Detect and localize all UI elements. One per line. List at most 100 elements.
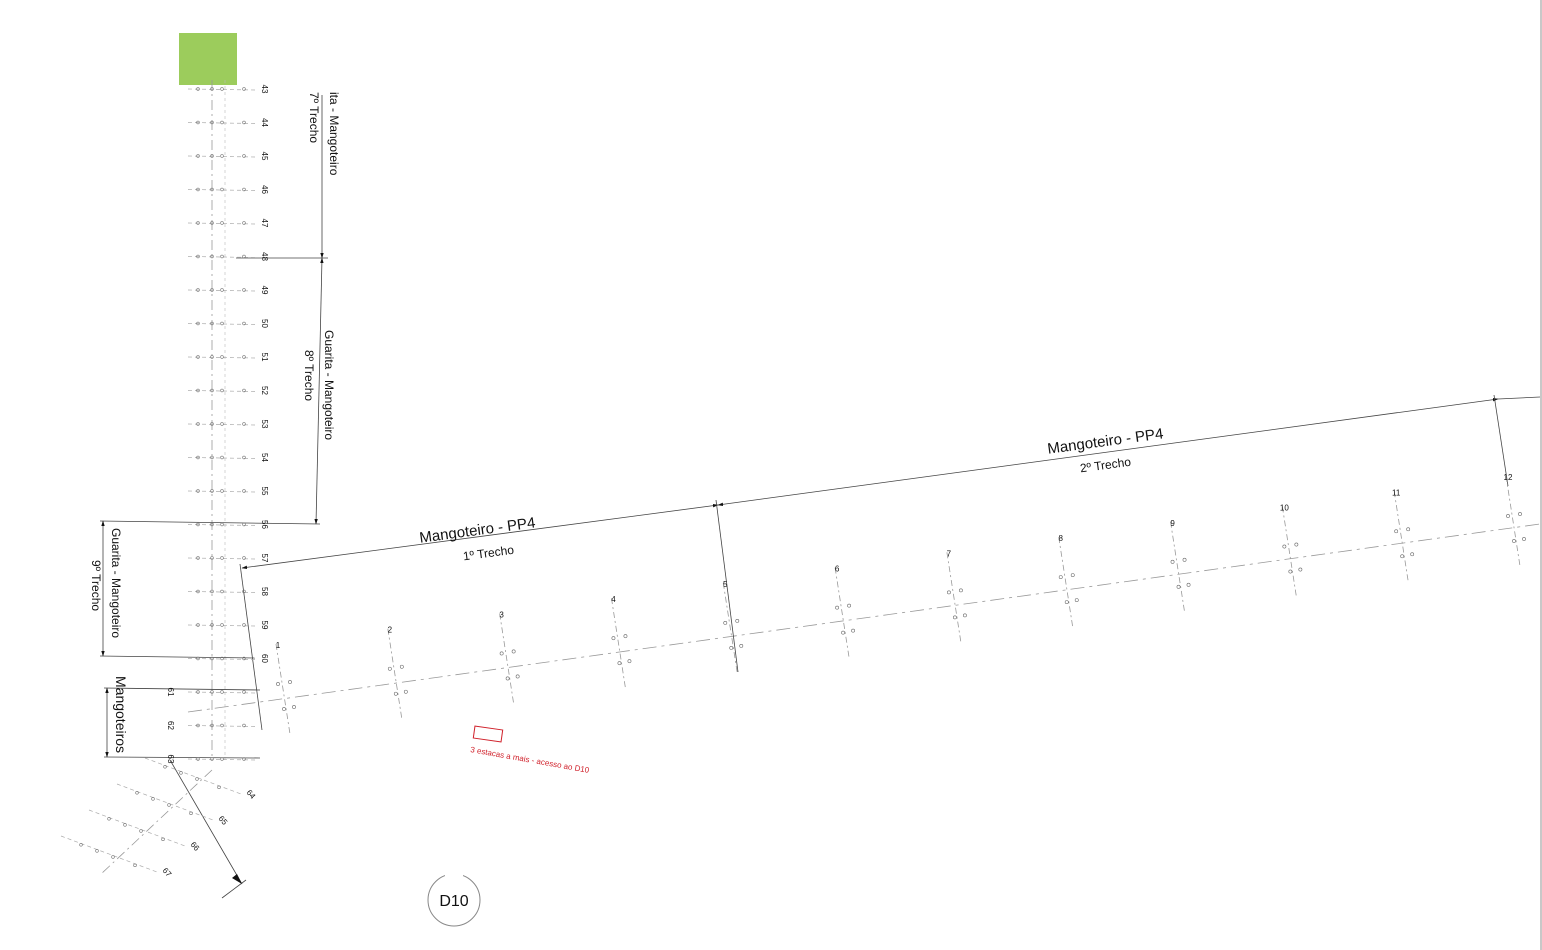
trecho8-title: Guarita - Mangoteiro [322, 330, 336, 440]
pile-mark [723, 621, 728, 625]
pile-mark [393, 691, 398, 696]
stake-label: 6 [835, 565, 840, 574]
pile-mark [1282, 544, 1287, 549]
stake-9: 9 [1170, 519, 1191, 612]
pile-mark [835, 605, 839, 610]
pile-mark [189, 811, 193, 816]
pile-mark [1182, 557, 1187, 562]
pile-mark [210, 455, 214, 460]
pile-mark [95, 849, 99, 853]
pile-mark [135, 791, 139, 795]
pile-mark [220, 288, 224, 292]
stake-52: 52 [187, 386, 269, 395]
pile-mark [841, 630, 845, 635]
pile-mark [210, 355, 214, 359]
diagonal-centerline [99, 769, 213, 876]
pile-mark [220, 422, 224, 426]
pile-mark [242, 221, 246, 225]
pile-mark [79, 843, 83, 847]
pile-mark [242, 120, 246, 125]
pile-mark [242, 388, 246, 393]
vertical-stakes: 43 44 45 46 47 48 49 50 51 52 53 54 55 56 57 58 59 60 61 62… [166, 85, 269, 764]
pile-mark [220, 154, 224, 158]
pile-mark [1288, 569, 1293, 574]
stake-48: 48 [187, 252, 269, 261]
pile-mark [167, 803, 171, 807]
stake-line [144, 757, 242, 795]
pile-mark [220, 489, 224, 493]
trecho9-title: Guarita - Mangoteiro [109, 528, 123, 638]
stake-44: 44 [187, 118, 269, 127]
stake-50: 50 [187, 319, 269, 328]
pile-mark [242, 321, 246, 326]
stake-label: 51 [260, 353, 269, 362]
stake-7: 7 [946, 549, 967, 643]
diagonal-stakes: 64 65 66 67 [60, 757, 258, 879]
pile-mark [195, 777, 199, 781]
stake-line [187, 658, 257, 660]
diagonal-stake-column [99, 759, 247, 899]
pile-mark [220, 757, 224, 761]
pile-mark [210, 321, 214, 326]
pile-mark [1512, 539, 1516, 543]
stake-line [187, 591, 257, 593]
pile-mark [210, 757, 214, 761]
stake-label: 54 [260, 453, 269, 462]
trecho2-title: Mangoteiro - PP4 [1046, 425, 1164, 457]
pile-mark [242, 623, 246, 627]
pile-mark [1518, 512, 1522, 516]
stake-line [116, 783, 214, 821]
pile-mark [220, 254, 224, 259]
pile-mark [220, 690, 224, 694]
pile-mark [196, 422, 200, 426]
stake-line [946, 552, 962, 643]
pile-mark [847, 603, 851, 608]
pile-mark [735, 619, 740, 623]
pile-mark [210, 623, 214, 627]
stake-label: 65 [217, 814, 230, 827]
stake-66: 66 [88, 809, 202, 853]
stake-5: 5 [722, 580, 744, 673]
stake-label: 9 [1170, 519, 1175, 528]
stake-line [187, 155, 257, 158]
trecho1-title: Mangoteiro - PP4 [418, 514, 536, 546]
stake-line [1281, 506, 1297, 597]
pile-mark [1170, 559, 1175, 564]
stake-label: 43 [260, 85, 269, 94]
pile-mark [220, 388, 224, 393]
pile-mark [210, 288, 214, 292]
pile-mark [196, 455, 200, 460]
stake-65: 65 [116, 783, 230, 827]
pile-mark [963, 613, 967, 618]
pile-mark [1298, 567, 1303, 572]
stake-label: 61 [166, 688, 175, 697]
pile-mark [242, 254, 246, 259]
pile-mark [196, 187, 200, 192]
mangoteiros-extension-bottom [103, 756, 261, 759]
stake-label: 3 [499, 610, 504, 619]
d10-label: D10 [439, 893, 468, 910]
stake-label: 12 [1504, 473, 1513, 482]
pile-mark [196, 723, 200, 728]
diagonal-tick [221, 879, 247, 899]
pile-mark [196, 589, 200, 594]
diagonal-dimension-line [169, 759, 243, 885]
pile-mark [242, 757, 246, 761]
location-marker [179, 33, 237, 85]
stake-label: 46 [260, 185, 269, 194]
pile-mark [210, 120, 214, 125]
stake-6: 6 [834, 565, 855, 658]
pile-mark [953, 615, 957, 620]
pile-mark [161, 837, 165, 842]
stake-label: 45 [260, 152, 269, 161]
pile-mark [1186, 582, 1191, 587]
pile-mark [196, 656, 200, 661]
stake-54: 54 [187, 453, 269, 462]
stake-line [187, 758, 257, 761]
pile-mark [133, 863, 137, 868]
pile-mark [1522, 537, 1526, 541]
pile-mark [1400, 554, 1405, 559]
stake-line [187, 725, 257, 727]
stake-63: 63 [166, 755, 257, 764]
stake-line [187, 356, 257, 359]
